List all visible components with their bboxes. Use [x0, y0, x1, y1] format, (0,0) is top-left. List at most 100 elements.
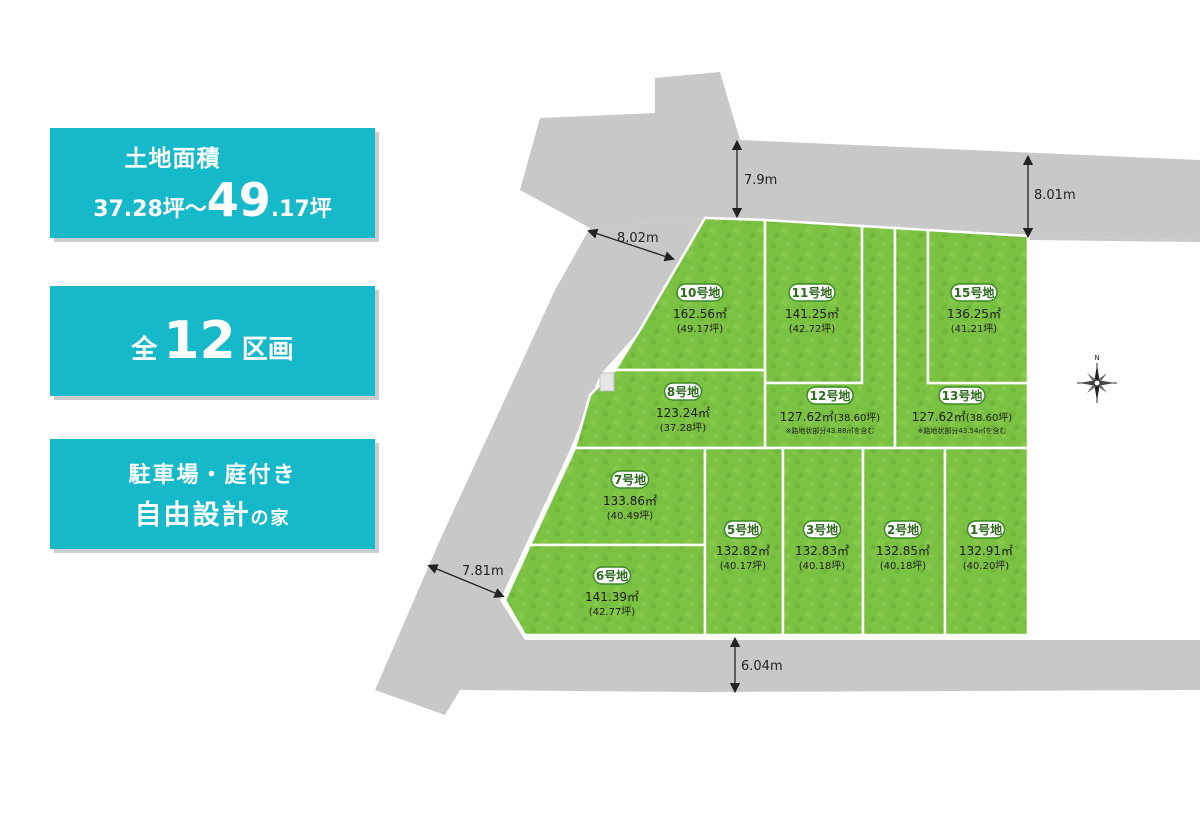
lot-10-badge — [676, 283, 724, 302]
lot-8-badge — [663, 382, 703, 401]
land-area-title: 土地面積 — [124, 146, 221, 172]
feature-line2-main: 自由設計 — [134, 499, 251, 531]
lot-1-number: 1号地 — [970, 522, 1002, 537]
lot-3-tsubo: (40.18坪) — [799, 559, 846, 572]
lot-count: 全 12 区画 — [131, 311, 293, 371]
road-north-width: 7.9m — [744, 173, 777, 188]
land-area-range: 37.28坪～49.17坪 — [93, 173, 332, 227]
feature-line2: 自由設計の家 — [135, 493, 291, 532]
lot-5-shape — [703, 446, 785, 637]
lot-3-label-group: 3号地 132.83㎡(40.18坪) — [795, 520, 849, 572]
lot-10-tsubo: (49.17坪) — [677, 322, 724, 335]
road-south-west-width: 7.81m — [462, 564, 504, 579]
land-area-min: 37.28坪～ — [93, 197, 207, 222]
lot-2-area: 132.85㎡ — [876, 544, 930, 558]
lot-2-number: 2号地 — [887, 522, 919, 537]
lot-5-area: 132.82㎡ — [716, 544, 770, 558]
compass-north-label: N — [1094, 354, 1099, 362]
lot-13-area: 127.62㎡ — [912, 410, 966, 424]
lot-8-label-group: 8号地 123.24㎡(37.28坪) — [656, 382, 710, 434]
lot-13-badge — [938, 386, 986, 405]
lot-13-tsubo: (38.60坪) — [966, 411, 1013, 424]
lot-12-badge — [806, 386, 854, 405]
feature-line1: 駐車場・庭付き — [128, 462, 297, 488]
lot-1-badge — [966, 520, 1006, 539]
lot-6-badge — [592, 566, 632, 585]
lot-11-tsubo: (42.72坪) — [789, 322, 836, 335]
lot-5-number: 5号地 — [727, 522, 759, 537]
road-dimensions — [427, 139, 1034, 694]
lot-8-area: 123.24㎡ — [656, 406, 710, 420]
lot-15-shape — [926, 228, 1030, 385]
lot-2-shape — [861, 446, 947, 637]
lot-11-badge — [788, 283, 836, 302]
lot-5-label-group: 5号地 132.82㎡(40.17坪) — [716, 520, 770, 572]
lot-13-area-line: 127.62㎡(38.60坪) — [912, 410, 1013, 424]
lot-12-label-group: 12号地 127.62㎡(38.60坪) ※路地状部分43.88㎡を含む — [780, 386, 881, 435]
lot-13-note: ※路地状部分43.54㎡を含む — [918, 426, 1007, 435]
road-east-strip — [1030, 236, 1200, 242]
road-south — [460, 640, 1200, 692]
lot-11-area: 141.25㎡ — [785, 307, 839, 321]
lot-15-number: 15号地 — [954, 285, 995, 300]
lot-13-number: 13号地 — [942, 388, 983, 403]
lot-1-label-group: 1号地 132.91㎡(40.20坪) — [959, 520, 1013, 572]
lot-6-area: 141.39㎡ — [585, 590, 639, 604]
lot-count-suffix: 区画 — [241, 335, 294, 365]
road-north — [520, 72, 1200, 240]
lot-1-tsubo: (40.20坪) — [963, 559, 1010, 572]
lot-6-shape — [503, 543, 707, 637]
lot-3-shape — [781, 446, 865, 637]
lot-15-badge — [950, 283, 998, 302]
land-area-max-dec: .17 — [270, 197, 310, 222]
feature-box: 駐車場・庭付き 自由設計の家 — [50, 439, 375, 549]
lot-10-area: 162.56㎡ — [673, 307, 727, 321]
lot-3-badge — [802, 520, 842, 539]
lot-7-area: 133.86㎡ — [603, 494, 657, 508]
lot-2-tsubo: (40.18坪) — [880, 559, 927, 572]
road-south-width: 6.04m — [741, 659, 783, 674]
lot-1-shape — [943, 446, 1030, 637]
lot-7-number: 7号地 — [614, 472, 646, 487]
land-area-max-int: 49 — [206, 173, 271, 227]
lot-7-label-group: 7号地 133.86㎡(40.49坪) — [603, 470, 657, 522]
lot-15-area: 136.25㎡ — [947, 307, 1001, 321]
lot-6-label-group: 6号地 141.39㎡(42.77坪) — [585, 566, 639, 618]
lot-13-label-group: 13号地 127.62㎡(38.60坪) ※路地状部分43.54㎡を含む — [912, 386, 1013, 435]
lot-12-area-line: 127.62㎡(38.60坪) — [780, 410, 881, 424]
lot-11-number: 11号地 — [792, 285, 833, 300]
lot-12-tsubo: (38.60坪) — [834, 411, 881, 424]
lot-3-area: 132.83㎡ — [795, 544, 849, 558]
land-area-max-unit: 坪 — [309, 197, 332, 222]
lot-6-number: 6号地 — [596, 568, 628, 583]
lot-15-label-group: 15号地 136.25㎡(41.21坪) — [947, 283, 1001, 335]
lot-5-badge — [723, 520, 763, 539]
lot-7-tsubo: (40.49坪) — [607, 509, 654, 522]
lot-10-number: 10号地 — [680, 285, 721, 300]
lot-count-prefix: 全 — [131, 335, 158, 365]
lot-8-tsubo: (37.28坪) — [660, 421, 707, 434]
lot-count-box: 全 12 区画 — [50, 286, 375, 396]
lot-2-label-group: 2号地 132.85㎡(40.18坪) — [876, 520, 930, 572]
lot-count-number: 12 — [163, 311, 236, 371]
compass-icon: N — [1077, 354, 1117, 403]
lot-7-badge — [610, 470, 650, 489]
lot-12-number: 12号地 — [810, 388, 851, 403]
lot-8-number: 8号地 — [667, 384, 699, 399]
lot-2-badge — [883, 520, 923, 539]
lot-6-tsubo: (42.77坪) — [589, 605, 636, 618]
lot-1-area: 132.91㎡ — [959, 544, 1013, 558]
road-north-west-width: 8.02m — [617, 231, 659, 246]
land-area-box: 土地面積 37.28坪～49.17坪 — [50, 128, 375, 238]
lot-15-tsubo: (41.21坪) — [951, 322, 998, 335]
lot-labels: 10号地 162.56㎡(49.17坪) 11号地 141.25㎡(42.72坪) 15… — [585, 283, 1013, 618]
lot-12-area: 127.62㎡ — [780, 410, 834, 424]
utility-box — [599, 372, 615, 392]
lot-5-tsubo: (40.17坪) — [720, 559, 767, 572]
feature-line2-small: の家 — [250, 507, 291, 529]
road-north-east-width: 8.01m — [1034, 188, 1076, 203]
lot-3-number: 3号地 — [806, 522, 838, 537]
lot-10-label-group: 10号地 162.56㎡(49.17坪) — [673, 283, 727, 335]
lot-11-label-group: 11号地 141.25㎡(42.72坪) — [785, 283, 839, 335]
